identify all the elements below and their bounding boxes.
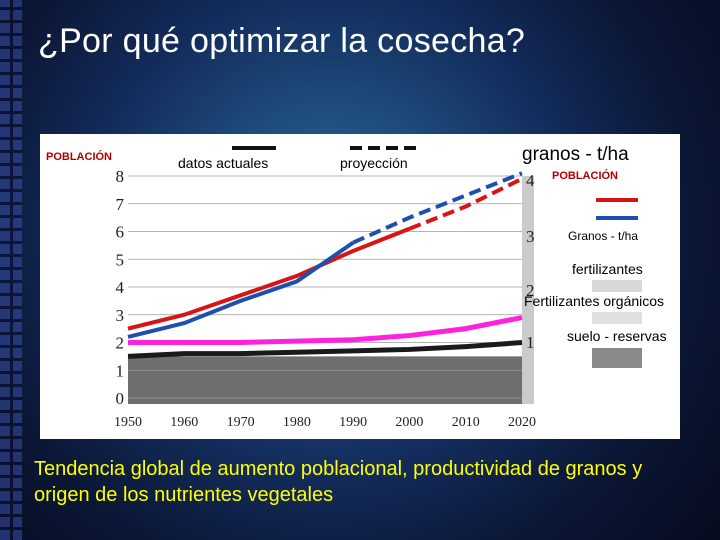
series-line-projection <box>352 171 523 245</box>
legend-swatch-fert <box>592 280 642 292</box>
grid-lines <box>128 175 522 399</box>
series-line <box>127 340 523 359</box>
y2-tick-label: 2 <box>526 281 535 300</box>
x-tick-label: 1960 <box>170 415 198 430</box>
y-tick-label: 1 <box>116 361 125 380</box>
y-tick-label: 5 <box>116 250 125 269</box>
series-line <box>128 315 523 345</box>
x-tick-label: 1950 <box>114 415 142 430</box>
legend-actual-label: datos actuales <box>178 155 268 171</box>
slide-caption: Tendencia global de aumento poblacional,… <box>34 458 643 506</box>
chart-svg: 0 1 2 3 4 5 6 7 8 POBLACIÓN 1 2 3 4 granos - t/ha 195… <box>46 144 667 430</box>
x-tick-label: 1990 <box>339 415 367 430</box>
y-tick-label: 2 <box>116 334 125 353</box>
series-line-actual <box>127 226 411 331</box>
legend-swatch-soil <box>592 348 642 368</box>
y2-tick-label: 4 <box>526 171 535 190</box>
legend-title: POBLACIÓN <box>552 169 618 182</box>
series-line-actual <box>127 240 355 339</box>
y-tick-label: 3 <box>116 306 125 325</box>
legend-entry-label: suelo - reservas <box>567 328 667 344</box>
soil-reserves-area <box>128 356 522 404</box>
x-tick-label: 2020 <box>508 415 536 430</box>
y2-axis-label: granos - t/ha <box>522 144 629 165</box>
chart-panel: 0 1 2 3 4 5 6 7 8 POBLACIÓN 1 2 3 4 granos - t/ha 195… <box>40 134 680 439</box>
legend-entry-label: Fertilizantes orgánicos <box>524 293 664 309</box>
plot-edge-shade <box>522 176 534 404</box>
plot-background <box>128 176 534 404</box>
line-style-legend: datos actuales proyección <box>178 146 416 171</box>
series-layer <box>127 171 523 359</box>
y-tick-label: 7 <box>116 195 125 214</box>
y-axis-label: POBLACIÓN <box>46 150 112 163</box>
y-axis: 0 1 2 3 4 5 6 7 8 POBLACIÓN <box>46 150 125 408</box>
series-line-projection <box>408 176 523 231</box>
x-tick-label: 1980 <box>283 415 311 430</box>
y2-tick-label: 1 <box>526 333 535 352</box>
x-tick-label: 2000 <box>395 415 423 430</box>
legend-entry-label: fertilizantes <box>572 261 643 277</box>
y-tick-label: 8 <box>116 167 125 186</box>
y2-tick-label: 3 <box>526 227 535 246</box>
x-tick-label: 1970 <box>227 415 255 430</box>
y-tick-label: 6 <box>116 223 125 242</box>
y-tick-label: 4 <box>116 278 125 297</box>
legend-entry-label: Granos - t/ha <box>568 229 638 243</box>
y-tick-label: 0 <box>116 389 125 408</box>
legend-projection-label: proyección <box>340 155 408 171</box>
slide-title: ¿Por qué optimizar la cosecha? <box>38 22 526 60</box>
x-tick-label: 2010 <box>452 415 480 430</box>
dotted-border-decoration <box>0 0 22 540</box>
legend-swatch-organic <box>592 312 642 324</box>
series-legend: POBLACIÓN Granos - t/ha fertilizantes Ferti… <box>524 169 667 368</box>
x-axis: 1950 1960 1970 1980 1990 2000 2010 2020 <box>114 415 536 430</box>
secondary-y-axis: 1 2 3 4 granos - t/ha <box>522 144 629 352</box>
